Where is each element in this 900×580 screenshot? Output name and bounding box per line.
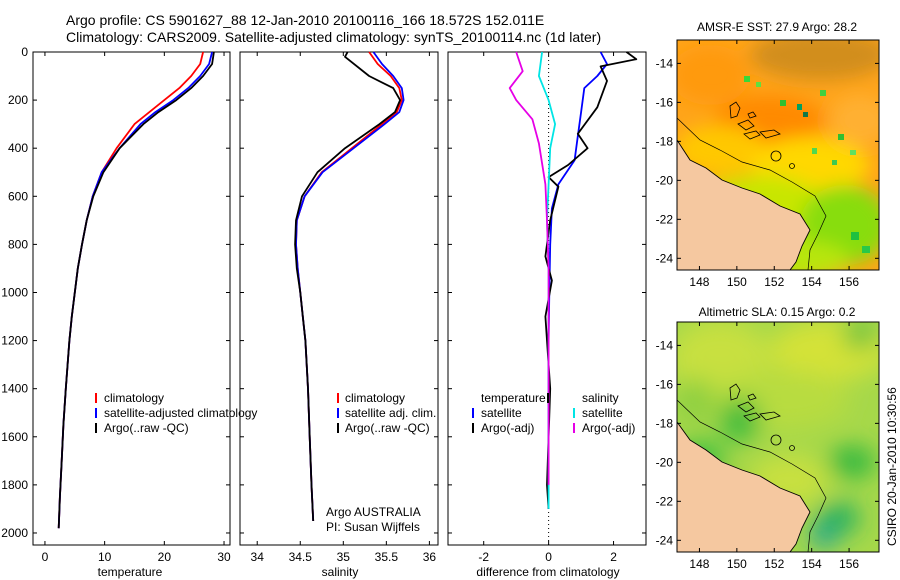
- map-x-tick-label: 148: [689, 557, 709, 571]
- x-tick-label: 35.5: [375, 550, 399, 564]
- x-tick-label: 0: [42, 550, 49, 564]
- legend-label: satellite-adjusted climatology: [104, 406, 257, 420]
- map-y-tick-label: -18: [656, 134, 674, 148]
- map-x-tick-label: 154: [802, 275, 822, 289]
- shelf-contour: [677, 117, 827, 270]
- map-y-tick-label: -24: [656, 251, 674, 265]
- legend-title-salinity: salinity: [582, 391, 619, 405]
- sla-map-axes: 148 150 152 154 156 -14 -16 -18 -20 -22 -24: [656, 322, 879, 571]
- series-line-argo-adj-: [544, 51, 638, 509]
- y-tick-label: 1600: [1, 430, 28, 444]
- map-x-tick-label: 150: [727, 275, 747, 289]
- sst-map-title: AMSR-E SST: 27.9 Argo: 28.2: [697, 20, 857, 34]
- legend-label: Argo(-adj): [481, 421, 534, 435]
- header-line-1: Argo profile: CS 5901627_88 12-Jan-2010 …: [66, 12, 545, 28]
- coastline-land: [677, 422, 810, 552]
- legend-label: satellite adj. clim.: [345, 406, 436, 420]
- map-y-tick-label: -20: [656, 455, 674, 469]
- legend-label: climatology: [345, 391, 405, 405]
- y-tick-label: 400: [8, 141, 28, 155]
- coastline-outline: [677, 139, 811, 270]
- plot-frame: [239, 51, 439, 546]
- legend-label: satellite: [582, 406, 623, 420]
- legend-label: Argo(..raw -QC): [345, 421, 430, 435]
- salinity-panel: 34 34.5 35 35.5 36: [239, 51, 439, 564]
- x-tick-label: 34: [251, 550, 265, 564]
- sst-map-axes: 148 150 152 154 156 -14 -16 -18 -20 -22 -24: [656, 40, 879, 289]
- y-tick-label: 2000: [1, 526, 28, 540]
- coastline-land: [677, 140, 810, 270]
- difference-panel: -2 0 2: [447, 51, 647, 564]
- sla-map-title: Altimetric SLA: 0.15 Argo: 0.2: [699, 305, 856, 319]
- x-axis-label-difference: difference from climatology: [476, 565, 619, 579]
- x-axis-label-salinity: salinity: [322, 565, 359, 579]
- map-y-tick-label: -14: [656, 56, 674, 70]
- map-x-tick-label: 154: [802, 557, 822, 571]
- map-x-tick-label: 148: [689, 275, 709, 289]
- shelf-contour: [677, 399, 827, 552]
- map-x-tick-label: 156: [839, 557, 859, 571]
- map-y-tick-label: -18: [656, 416, 674, 430]
- salinity-legend: climatology satellite adj. clim. Argo(..…: [345, 391, 436, 435]
- header-line-2: Climatology: CARS2009. Satellite-adjuste…: [66, 29, 602, 45]
- sst-map-panel: AMSR-E SST: 27.9 Argo: 28.2 148 150 152 154…: [656, 20, 880, 289]
- difference-legend: temperature salinity satellite Argo(-adj…: [481, 391, 635, 435]
- legend-label: Argo(-adj): [582, 421, 635, 435]
- map-x-tick-label: 150: [727, 557, 747, 571]
- plot-frame: [32, 51, 231, 546]
- figure-header: Argo profile: CS 5901627_88 12-Jan-2010 …: [66, 12, 601, 46]
- series-line-argo-adj-: [508, 51, 550, 485]
- legend-label: Argo(..raw -QC): [104, 421, 189, 435]
- x-tick-label: 30: [217, 550, 231, 564]
- csiro-timestamp: CSIRO 20-Jan-2010 10:30:56: [885, 387, 899, 546]
- legend-title-temperature: temperature: [481, 391, 546, 405]
- x-tick-label: 0: [545, 550, 552, 564]
- x-tick-label: 36: [423, 550, 437, 564]
- map-y-tick-label: -22: [656, 212, 674, 226]
- argo-program-label: Argo AUSTRALIA: [326, 505, 421, 519]
- y-tick-label: 0: [21, 45, 28, 59]
- map-x-tick-label: 152: [764, 275, 784, 289]
- salinity-annotation: Argo AUSTRALIA PI: Susan Wijffels: [326, 505, 421, 534]
- y-tick-label: 1400: [1, 382, 28, 396]
- y-tick-label: 800: [8, 237, 28, 251]
- legend-label: satellite: [481, 406, 522, 420]
- map-y-tick-label: -16: [656, 95, 674, 109]
- y-tick-label: 1000: [1, 285, 28, 299]
- map-x-tick-label: 152: [764, 557, 784, 571]
- coastline-outline: [677, 421, 811, 552]
- x-tick-label: -2: [478, 550, 489, 564]
- x-tick-label: 20: [158, 550, 172, 564]
- reef-outlines: [729, 101, 795, 169]
- reef-outlines: [729, 383, 795, 451]
- x-tick-label: 34.5: [289, 550, 313, 564]
- legend-label: climatology: [104, 391, 164, 405]
- temperature-legend: climatology satellite-adjusted climatolo…: [104, 391, 257, 435]
- y-tick-label: 600: [8, 189, 28, 203]
- map-x-tick-label: 156: [839, 275, 859, 289]
- y-tick-label: 1800: [1, 478, 28, 492]
- map-y-tick-label: -20: [656, 173, 674, 187]
- x-tick-label: 2: [610, 550, 617, 564]
- map-y-tick-label: -24: [656, 533, 674, 547]
- sla-map-panel: Altimetric SLA: 0.15 Argo: 0.2 148 150 152…: [656, 305, 880, 571]
- series-line-argo-raw-qc-: [294, 51, 402, 522]
- y-tick-label: 1200: [1, 334, 28, 348]
- pi-label: PI: Susan Wijffels: [326, 520, 420, 534]
- x-tick-label: 10: [98, 550, 112, 564]
- x-tick-label: 35: [337, 550, 351, 564]
- temperature-panel: 0 10 20 30 0 200 400 600 800 1000 1200 1400 1600 1800…: [1, 45, 231, 564]
- map-y-tick-label: -16: [656, 377, 674, 391]
- map-y-tick-label: -22: [656, 494, 674, 508]
- map-y-tick-label: -14: [656, 338, 674, 352]
- x-axis-label-temperature: temperature: [98, 565, 163, 579]
- y-tick-label: 200: [8, 93, 28, 107]
- series-line-argo-raw-qc-: [57, 51, 215, 529]
